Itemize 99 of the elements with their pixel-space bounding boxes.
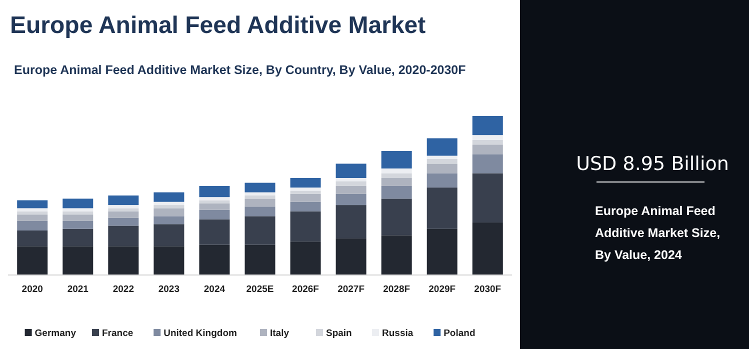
bar — [154, 202, 184, 206]
bar — [472, 154, 503, 174]
bar — [154, 208, 184, 216]
bar — [199, 197, 230, 200]
legend-label: United Kingdom — [164, 328, 237, 339]
legend-label: Italy — [270, 328, 290, 339]
bar — [108, 218, 139, 226]
x-tick-label: 2027F — [338, 284, 365, 295]
bar — [199, 186, 230, 198]
x-tick-label: 2026F — [292, 284, 320, 295]
x-tick-label: 2029F — [428, 284, 456, 295]
bar — [199, 203, 230, 210]
bar — [62, 211, 94, 215]
bar — [426, 173, 458, 188]
bar — [244, 196, 276, 199]
bar — [62, 228, 94, 246]
bar — [199, 219, 230, 245]
bar — [336, 238, 366, 275]
bar — [62, 220, 94, 229]
bar — [426, 156, 458, 159]
bar — [17, 230, 48, 246]
x-tick-label: 2030F — [474, 284, 502, 295]
legend-label: Russia — [382, 328, 414, 339]
bar — [17, 208, 48, 212]
bar — [472, 222, 503, 275]
chart-title: Europe Animal Feed Additive Market — [10, 12, 426, 39]
x-tick-label: 2024 — [204, 284, 226, 295]
bar — [154, 205, 184, 208]
x-tick-label: 2022 — [112, 284, 134, 295]
bar — [17, 220, 48, 230]
legend-label: France — [102, 328, 134, 339]
bar — [244, 182, 276, 192]
bar — [108, 246, 139, 275]
bar — [472, 116, 503, 136]
bar — [154, 224, 184, 246]
bar — [336, 178, 366, 182]
bar — [244, 244, 276, 275]
bar — [426, 228, 458, 275]
legend-label: Germany — [34, 328, 77, 339]
bar — [17, 214, 48, 221]
bar — [381, 235, 412, 275]
bar — [62, 246, 94, 275]
bar — [290, 178, 321, 188]
bar — [381, 198, 412, 236]
bar — [336, 194, 366, 206]
bar — [199, 200, 230, 204]
bar — [108, 196, 139, 206]
bar — [62, 198, 94, 208]
bar — [154, 192, 184, 202]
bar — [244, 198, 276, 207]
bar — [290, 194, 321, 202]
bar — [472, 140, 503, 145]
bar — [290, 202, 321, 212]
bar — [426, 164, 458, 174]
bar — [336, 205, 366, 238]
bar — [381, 178, 412, 186]
bar — [290, 190, 321, 194]
bar — [108, 226, 139, 246]
bar — [472, 135, 503, 140]
bar — [17, 246, 48, 275]
bar — [17, 211, 48, 215]
bar — [244, 206, 276, 216]
x-tick-label: 2025E — [246, 284, 274, 295]
bar — [244, 216, 276, 245]
bar — [381, 186, 412, 199]
bar — [290, 242, 321, 275]
bar — [290, 211, 321, 242]
bar — [62, 208, 94, 212]
bar — [154, 216, 184, 224]
bar — [426, 158, 458, 164]
bar — [336, 186, 366, 194]
bar — [381, 150, 412, 168]
legend-label: Spain — [326, 328, 352, 339]
bar — [336, 164, 366, 178]
bar — [199, 244, 230, 275]
x-tick-label: 2028F — [383, 284, 410, 295]
bar — [426, 188, 458, 229]
x-tick-label: 2021 — [67, 284, 90, 295]
text: USD 8.95 Billion — [576, 153, 729, 175]
bar — [426, 138, 458, 156]
bar — [108, 208, 139, 212]
bar — [336, 181, 366, 186]
bar — [108, 211, 139, 218]
bar — [62, 214, 94, 221]
bar — [290, 188, 321, 191]
bar — [381, 168, 412, 174]
x-tick-label: 2020 — [22, 284, 43, 295]
text: Europe Animal Feed Additive Market Size, By Value, 2024 — [595, 204, 720, 262]
bar — [17, 200, 48, 208]
x-tick-label: 2023 — [158, 284, 180, 295]
bar — [472, 144, 503, 154]
bar — [381, 173, 412, 178]
chart-subtitle: Europe Animal Feed Additive Market Size, By Country, By Value, 2020-2030F — [14, 63, 466, 77]
bar — [199, 210, 230, 220]
bar — [154, 246, 184, 275]
legend-label: Poland — [444, 328, 476, 339]
bar — [472, 173, 503, 223]
bar — [244, 192, 276, 196]
bar — [108, 205, 139, 208]
